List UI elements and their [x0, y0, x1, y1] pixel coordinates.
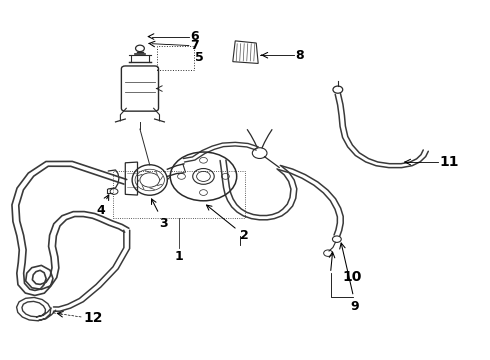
- Text: 9: 9: [350, 300, 359, 313]
- Bar: [113, 171, 245, 218]
- Text: 2: 2: [207, 205, 249, 242]
- Text: 5: 5: [195, 51, 204, 64]
- Text: 7: 7: [190, 39, 198, 52]
- Text: 4: 4: [96, 195, 109, 217]
- Bar: [157, 46, 194, 69]
- Text: 3: 3: [151, 199, 168, 230]
- Text: 12: 12: [84, 311, 103, 325]
- Text: 1: 1: [174, 250, 183, 263]
- Text: 10: 10: [343, 270, 362, 284]
- Text: 6: 6: [190, 30, 198, 43]
- Text: 11: 11: [439, 155, 459, 169]
- Text: 8: 8: [295, 49, 303, 62]
